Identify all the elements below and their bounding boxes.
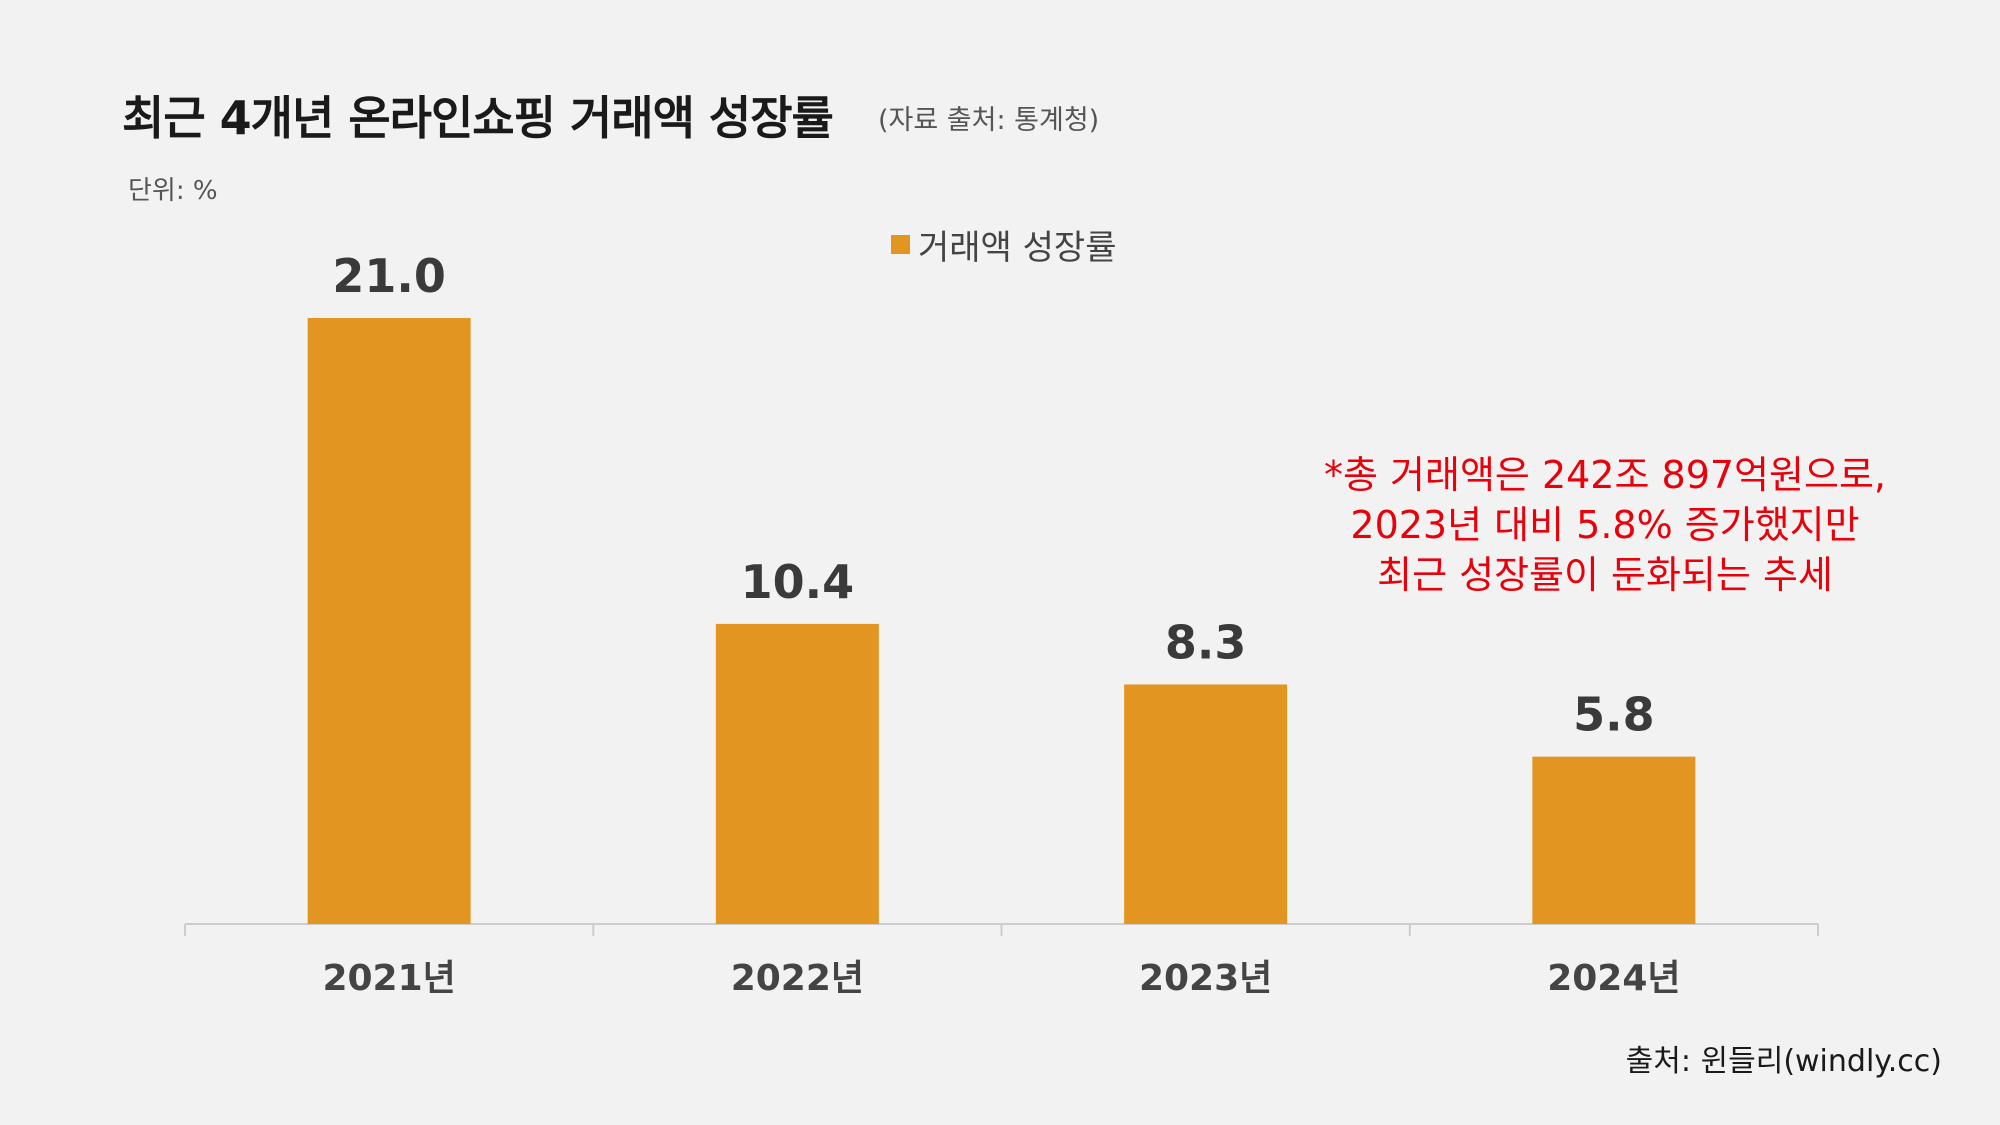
chart-subtitle: (자료 출처: 통계청) bbox=[878, 105, 1100, 136]
annotation-line: 2023년 대비 5.8% 증가했지만 bbox=[1350, 503, 1860, 547]
source-credit: 출처: 윈들리(windly.cc) bbox=[1625, 1044, 1942, 1079]
x-tick-label: 2024년 bbox=[1547, 958, 1680, 999]
annotation-line: 최근 성장률이 둔화되는 추세 bbox=[1377, 553, 1833, 597]
unit-label: 단위: % bbox=[128, 176, 218, 206]
data-label: 8.3 bbox=[1165, 615, 1247, 669]
bar-4 bbox=[1532, 756, 1696, 924]
chart-title: 최근 4개년 온라인쇼핑 거래액 성장률 bbox=[122, 91, 834, 145]
data-label: 21.0 bbox=[332, 249, 446, 303]
annotation-line: *총 거래액은 242조 897억원으로, bbox=[1324, 453, 1886, 497]
x-tick-label: 2023년 bbox=[1139, 958, 1272, 999]
bar-3 bbox=[1124, 684, 1288, 924]
bar-1 bbox=[307, 318, 471, 924]
x-tick-label: 2022년 bbox=[731, 958, 864, 999]
data-label: 5.8 bbox=[1573, 688, 1655, 742]
annotation: *총 거래액은 242조 897억원으로, 2023년 대비 5.8% 증가했지… bbox=[1290, 450, 1920, 600]
legend-label: 거래액 성장률 bbox=[918, 228, 1117, 268]
bar-2 bbox=[715, 623, 879, 924]
legend: 거래액 성장률 bbox=[891, 220, 1117, 269]
legend-swatch bbox=[891, 235, 910, 254]
x-tick-label: 2021년 bbox=[322, 958, 455, 999]
data-label: 10.4 bbox=[741, 555, 855, 609]
